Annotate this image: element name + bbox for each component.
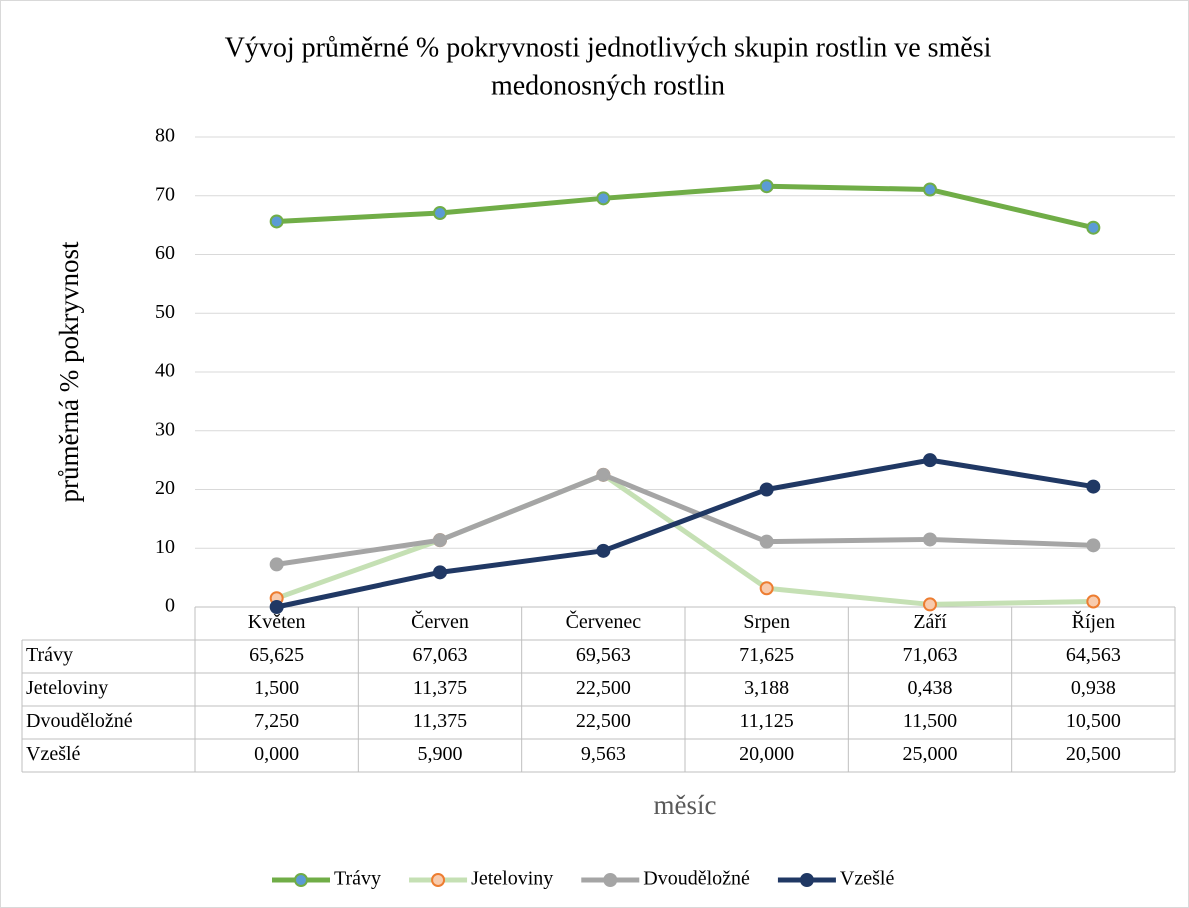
table-cell: 11,125 <box>740 710 794 732</box>
legend-marker <box>431 873 446 887</box>
table-cell: 7,250 <box>254 710 299 732</box>
table-cell: 25,000 <box>903 743 958 765</box>
series-line <box>274 472 1096 567</box>
marker <box>1086 594 1101 609</box>
table-cell: 0,438 <box>908 677 953 699</box>
y-tick-label: 0 <box>165 595 175 617</box>
x-tick-label: Září <box>913 611 947 633</box>
table-cell: 11,375 <box>413 710 467 732</box>
series-line <box>274 472 1096 607</box>
table-cell: 1,500 <box>254 677 299 699</box>
legend-label: Dvouděložné <box>643 868 750 890</box>
table-row-label: Dvouděložné <box>26 710 133 732</box>
table-cell: 11,500 <box>903 710 957 732</box>
table-cell: 11,375 <box>413 677 467 699</box>
marker <box>923 597 937 612</box>
marker <box>433 565 447 580</box>
x-tick-label: Červen <box>411 609 469 633</box>
legend-marker <box>799 873 814 887</box>
marker <box>596 543 611 558</box>
table-cell: 20,500 <box>1066 743 1121 765</box>
marker <box>596 191 611 206</box>
table-cell: 64,563 <box>1066 644 1121 666</box>
table-cell: 71,063 <box>903 644 958 666</box>
chart-title: medonosných rostlin <box>491 70 725 101</box>
table-cell: 67,063 <box>413 644 468 666</box>
marker <box>1086 538 1101 553</box>
marker <box>269 214 284 229</box>
chart-title: Vývoj průměrné % pokryvnosti jednotlivýc… <box>225 32 992 63</box>
legend-label: Jeteloviny <box>471 868 553 890</box>
marker <box>1086 220 1101 235</box>
table-cell: 10,500 <box>1066 710 1121 732</box>
x-tick-label: Červenec <box>566 609 642 633</box>
marker <box>759 179 774 194</box>
y-tick-label: 30 <box>155 418 175 440</box>
marker <box>759 534 774 549</box>
table-cell: 65,625 <box>249 644 304 666</box>
marker <box>269 600 284 614</box>
x-tick-label: Květen <box>248 611 306 633</box>
legend-label: Trávy <box>334 868 381 890</box>
table-cell: 22,500 <box>576 677 631 699</box>
table-cell: 20,000 <box>739 743 794 765</box>
marker <box>923 182 937 197</box>
x-tick-label: Srpen <box>743 611 790 633</box>
table-cell: 3,188 <box>744 677 789 699</box>
marker <box>269 557 284 572</box>
marker <box>433 206 447 221</box>
table-cell: 71,625 <box>739 644 794 666</box>
table-cell: 22,500 <box>576 710 631 732</box>
series-line <box>274 457 1096 610</box>
y-tick-label: 70 <box>155 183 175 205</box>
table-cell: 0,938 <box>1071 677 1116 699</box>
y-tick-label: 10 <box>155 536 175 558</box>
legend-label: Vzešlé <box>840 868 895 890</box>
y-tick-label: 80 <box>155 125 175 147</box>
legend-marker <box>603 873 618 887</box>
table-row-label: Vzešlé <box>26 743 81 765</box>
table-cell: 9,563 <box>581 743 626 765</box>
marker <box>433 533 447 548</box>
marker <box>596 467 611 482</box>
y-tick-label: 60 <box>155 242 175 264</box>
table-row-label: Jeteloviny <box>26 677 108 699</box>
x-axis-label: měsíc <box>654 790 717 820</box>
table-cell: 5,900 <box>418 743 463 765</box>
table-cell: 69,563 <box>576 644 631 666</box>
y-tick-label: 40 <box>155 360 175 382</box>
series-line <box>274 183 1096 231</box>
marker <box>923 453 937 468</box>
legend-marker <box>294 873 308 887</box>
marker <box>1086 479 1101 494</box>
marker <box>759 482 774 497</box>
marker <box>923 532 937 547</box>
marker <box>759 581 774 596</box>
table-row-label: Trávy <box>26 644 73 666</box>
table-cell: 0,000 <box>254 743 299 765</box>
y-axis-label: průměrná % pokryvnost <box>54 241 84 502</box>
y-tick-label: 20 <box>155 477 175 499</box>
y-tick-label: 50 <box>155 301 175 323</box>
x-tick-label: Říjen <box>1072 610 1115 633</box>
